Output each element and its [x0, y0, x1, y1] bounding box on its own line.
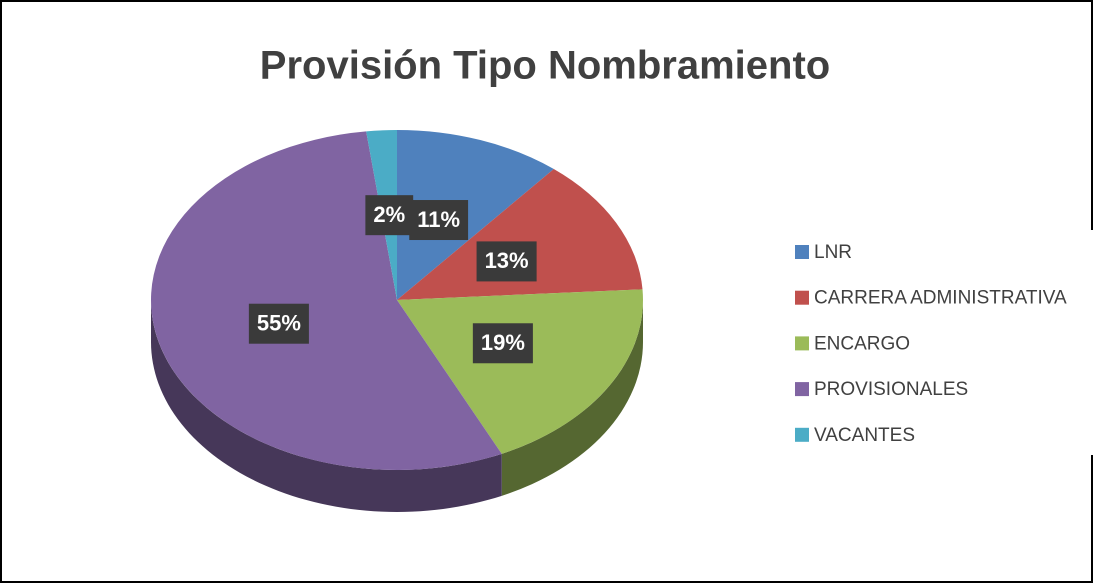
data-label-bg — [472, 323, 533, 364]
slice — [397, 289, 644, 454]
chart-title: Provisión Tipo Nombramiento — [260, 44, 830, 88]
legend-label: VACANTES — [814, 425, 915, 446]
legend-swatch — [795, 245, 809, 259]
legend-swatch — [795, 336, 809, 351]
legend-box — [780, 230, 1095, 455]
data-label-bg — [476, 241, 537, 282]
data-label: 55% — [257, 311, 301, 336]
data-label-bg — [248, 303, 309, 344]
data-label: 2% — [373, 202, 405, 227]
legend-swatch — [795, 290, 809, 305]
slice — [397, 169, 643, 300]
legend-label: PROVISIONALES — [814, 379, 968, 400]
legend-swatch — [795, 427, 809, 442]
data-label: 13% — [485, 248, 529, 273]
legend-label: ENCARGO — [814, 333, 910, 354]
data-label: 19% — [481, 330, 525, 355]
legend-label: LNR — [814, 242, 852, 263]
slice — [151, 131, 502, 470]
data-label-bg — [365, 195, 414, 236]
slice-side — [501, 300, 643, 496]
slice-side — [151, 300, 502, 512]
slice — [397, 130, 554, 300]
data-label-bg — [409, 200, 469, 241]
data-label: 11% — [417, 207, 460, 232]
legend-swatch — [795, 382, 809, 397]
legend-label: CARRERA ADMINISTRATIVA — [814, 288, 1067, 309]
